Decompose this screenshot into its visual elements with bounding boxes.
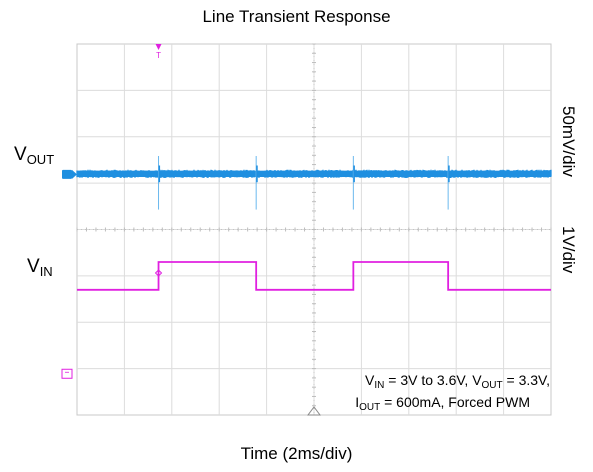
vin-marker-box [61, 368, 73, 379]
vout-marker-box [62, 169, 72, 179]
vout-channel-label: VOUT [14, 144, 55, 167]
channel-markers: T [61, 44, 321, 416]
grid [76, 43, 552, 416]
annotation-line-1: VIN = 3V to 3.6V, VOUT = 3.3V, [300, 372, 550, 394]
vin-channel-label: VIN [27, 256, 53, 279]
vout-trace-core [77, 170, 551, 178]
annotation-text: I [355, 394, 360, 410]
trigger-letter: T [156, 51, 161, 60]
conditions-annotation: VIN = 3V to 3.6V, VOUT = 3.3V, IOUT = 60… [300, 372, 550, 416]
chart-title: Line Transient Response [202, 7, 391, 26]
trigger-level-icon [154, 269, 163, 277]
vout-marker-arrow [72, 169, 77, 179]
annotation-text: = 3V to 3.6V, V [384, 372, 482, 388]
trigger-arrow [155, 44, 162, 50]
annotation-text: = 3.3V, [502, 372, 550, 388]
vout-scale-label: 50mV/div [559, 106, 578, 177]
annotation-subscript: OUT [481, 380, 503, 391]
horizontal-position-icon [307, 406, 321, 416]
trigger-marker-icon: T [155, 44, 162, 60]
annotation-line-2: IOUT = 600mA, Forced PWM [300, 394, 550, 416]
annotation-subscript: IN [374, 380, 385, 391]
x-axis-label: Time (2ms/div) [240, 444, 353, 463]
annotation-text: V [365, 372, 375, 388]
vout-marker-icon [62, 169, 77, 179]
vin-marker-icon [61, 368, 73, 379]
annotation-text: = 600mA, Forced PWM [380, 394, 530, 410]
vin-scale-label: 1V/div [559, 226, 578, 274]
annotation-subscript: OUT [359, 402, 381, 413]
